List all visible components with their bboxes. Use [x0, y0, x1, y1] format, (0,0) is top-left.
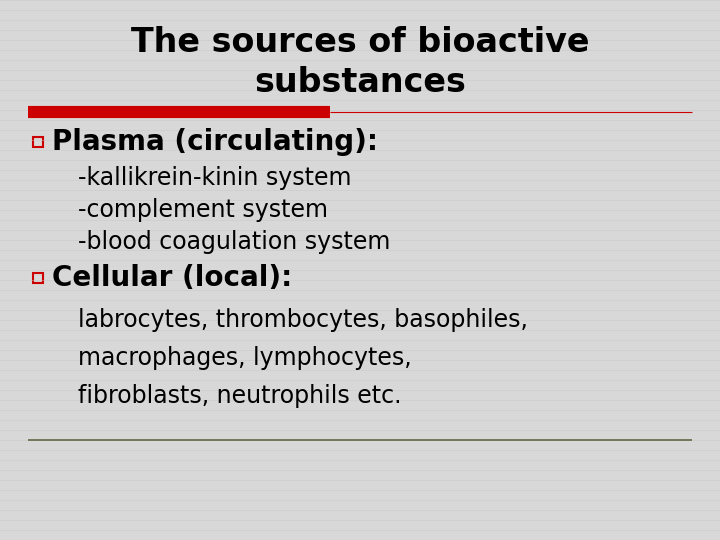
Text: substances: substances [254, 65, 466, 98]
Text: fibroblasts, neutrophils etc.: fibroblasts, neutrophils etc. [78, 384, 402, 408]
Text: Cellular (local):: Cellular (local): [52, 264, 292, 292]
Text: Plasma (circulating):: Plasma (circulating): [52, 128, 378, 156]
Text: -complement system: -complement system [78, 198, 328, 222]
Bar [33, 137, 43, 147]
Text: -blood coagulation system: -blood coagulation system [78, 230, 390, 254]
Text: The sources of bioactive: The sources of bioactive [131, 25, 589, 58]
Text: -kallikrein-kinin system: -kallikrein-kinin system [78, 166, 351, 190]
Text: macrophages, lymphocytes,: macrophages, lymphocytes, [78, 346, 412, 370]
Text: labrocytes, thrombocytes, basophiles,: labrocytes, thrombocytes, basophiles, [78, 308, 528, 332]
Bar [33, 273, 43, 283]
